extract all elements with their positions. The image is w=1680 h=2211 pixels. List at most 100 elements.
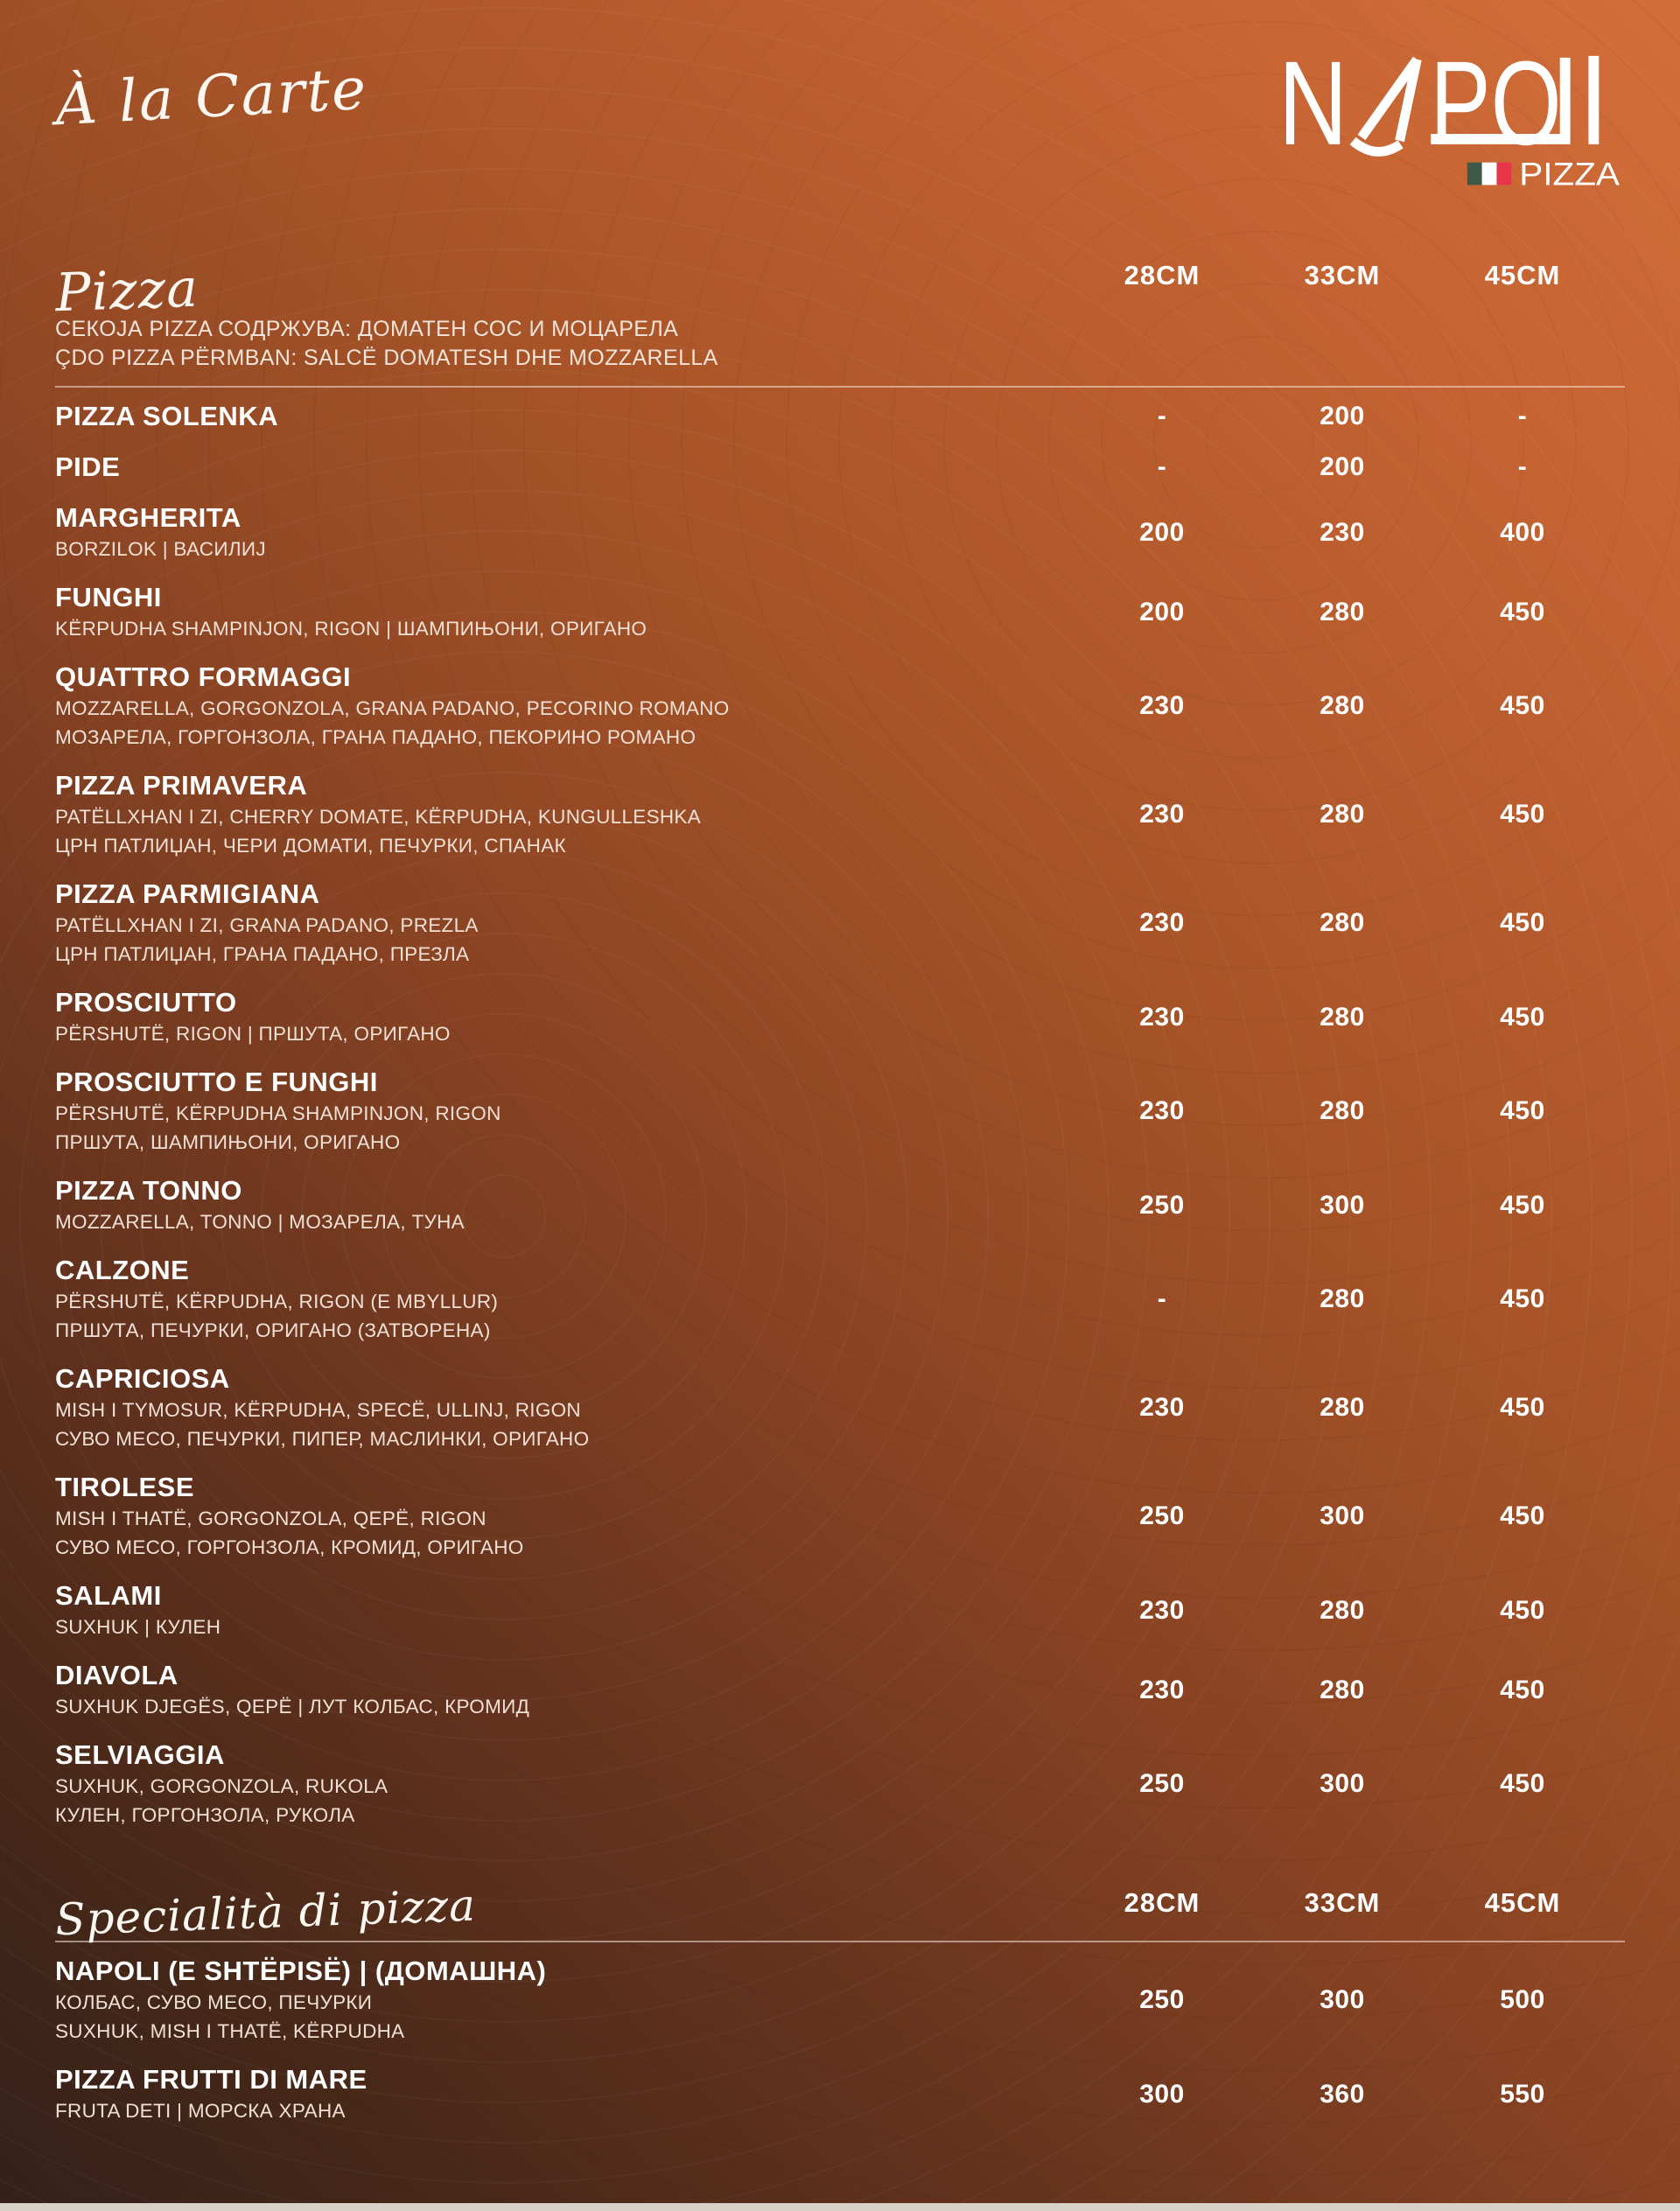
item-price-45cm: 450: [1500, 1675, 1545, 1704]
menu-item-row: PIZZA PRIMAVERA PATËLLXHAN I ZI, CHERRY …: [55, 760, 1625, 869]
menu-item-row: PIZZA TONNO MOZZARELLA, TONNO | МОЗАРЕЛА…: [55, 1165, 1625, 1245]
item-price-33cm: 280: [1320, 1002, 1365, 1032]
item-name: PIDE: [55, 451, 121, 482]
section-note-line: СЕКОЈА PIZZA СОДРЖУВА: ДОМАТЕН СОС И МОЦ…: [55, 317, 679, 341]
item-price-28cm: 230: [1139, 1595, 1185, 1625]
item-price-28cm: 200: [1139, 517, 1185, 547]
item-name: PROSCIUTTO: [55, 987, 237, 1018]
item-text-cell: SELVIAGGIA SUXHUK, GORGONZOLA, RUKOLA КУЛ…: [55, 1739, 1072, 1829]
menu-item-row: SELVIAGGIA SUXHUK, GORGONZOLA, RUKOLA КУЛ…: [55, 1730, 1625, 1838]
item-price-45cm: 450: [1500, 1769, 1545, 1798]
section-divider: [55, 386, 1625, 388]
item-name: PIZZA FRUTTI DI MARE: [55, 2064, 368, 2095]
item-description-line: PËRSHUTË, RIGON | ПРШУТА, ОРИГАНО: [55, 1023, 451, 1045]
item-text-cell: PROSCIUTTO E FUNGHI PËRSHUTË, KËRPUDHA S…: [55, 1067, 1072, 1156]
item-price-33cm: 280: [1320, 1096, 1365, 1125]
item-description-line: PËRSHUTË, KËRPUDHA SHAMPINJON, RIGON: [55, 1102, 501, 1124]
item-text-cell: TIROLESE MISH I THATË, GORGONZOLA, QEPË,…: [55, 1472, 1072, 1561]
size-column-header-28cm: 28CM: [1124, 260, 1200, 290]
item-text-cell: PIZZA TONNO MOZZARELLA, TONNO | МОЗАРЕЛА…: [55, 1175, 1072, 1235]
item-price-45cm: 450: [1500, 908, 1545, 937]
item-price-33cm: 300: [1320, 1769, 1365, 1798]
logo-letter-n: N: [1278, 49, 1348, 170]
item-description-line: MISH I THATË, GORGONZOLA, QEPË, RIGON: [55, 1508, 486, 1529]
item-price-28cm: 230: [1139, 908, 1185, 937]
item-text-cell: CAPRICIOSA MISH I TYMOSUR, KËRPUDHA, SPE…: [55, 1363, 1072, 1452]
size-column-header-33cm: 33CM: [1304, 1886, 1381, 1918]
item-text-cell: SALAMI SUXHUK | КУЛЕН: [55, 1580, 1072, 1641]
size-column-header-28cm: 28CM: [1124, 1886, 1200, 1918]
item-text-cell: FUNGHI KËRPUDHA SHAMPINJON, RIGON | ШАМП…: [55, 582, 1072, 642]
section-header: Pizza 28CM 33CM 45CM: [54, 247, 1625, 325]
item-price-45cm: 500: [1500, 1985, 1545, 2014]
item-price-45cm: 450: [1500, 1190, 1545, 1220]
item-price-33cm: 360: [1320, 2079, 1365, 2109]
item-price-33cm: 280: [1320, 800, 1365, 829]
item-description-line: MOZZARELLA, GORGONZOLA, GRANA PADANO, PE…: [55, 697, 730, 719]
item-text-cell: CALZONE PËRSHUTË, KËRPUDHA, RIGON (E MBY…: [55, 1255, 1072, 1344]
section-note-line: ÇDO PIZZA PËRMBAN: SALCË DOMATESH DHE MO…: [55, 345, 718, 370]
pizza-slice-icon: [1349, 56, 1422, 157]
item-text-cell: DIAVOLA SUXHUK DJEGËS, QEPË | ЛУТ КОЛБАС…: [55, 1660, 1072, 1720]
item-description-line: BORZILOK | ВАСИЛИЈ: [55, 538, 266, 560]
item-name: DIAVOLA: [55, 1660, 178, 1690]
item-description-line: SUXHUK | КУЛЕН: [55, 1616, 221, 1638]
menu-item-row: NAPOLI (E SHTËPISË) | (ДОМАШНА) КОЛБАС, …: [55, 1946, 1625, 2054]
item-text-cell: PIZZA PRIMAVERA PATËLLXHAN I ZI, CHERRY …: [55, 770, 1072, 859]
item-price-33cm: 300: [1320, 1190, 1365, 1220]
logo-letters-po: PO: [1430, 49, 1561, 170]
item-price-45cm: 450: [1500, 1501, 1545, 1530]
item-price-28cm: 230: [1139, 1096, 1185, 1125]
logo-letter-l: [1431, 57, 1571, 144]
menu-item-row: CALZONE PËRSHUTË, KËRPUDHA, RIGON (E MBY…: [55, 1245, 1625, 1354]
item-price-28cm: 250: [1139, 1190, 1185, 1220]
item-name: CAPRICIOSA: [55, 1363, 230, 1394]
menu-item-row: DIAVOLA SUXHUK DJEGËS, QEPË | ЛУТ КОЛБАС…: [55, 1650, 1625, 1730]
section-title-script: Pizza: [54, 257, 200, 325]
item-price-45cm: 450: [1500, 1002, 1545, 1032]
size-column-header-33cm: 33CM: [1304, 260, 1381, 290]
menu-item-row: TIROLESE MISH I THATË, GORGONZOLA, QEPË,…: [55, 1462, 1625, 1571]
item-text-cell: PIZZA PARMIGIANA PATËLLXHAN I ZI, GRANA …: [55, 878, 1072, 968]
item-price-33cm: 280: [1320, 1284, 1365, 1313]
item-price-33cm: 280: [1320, 597, 1365, 626]
item-description-line: PATËLLXHAN I ZI, CHERRY DOMATE, KËRPUDHA…: [55, 806, 702, 828]
page-header: À la Carte N PO PIZZA: [53, 0, 1625, 203]
menu-page: À la Carte N PO PIZZA: [53, 0, 1625, 2122]
item-price-28cm: -: [1157, 452, 1167, 481]
item-price-28cm: 250: [1139, 1985, 1185, 2014]
section-notes: СЕКОЈА PIZZA СОДРЖУВА: ДОМАТЕН СОС И МОЦ…: [55, 315, 1625, 372]
menu-item-row: QUATTRO FORMAGGI MOZZARELLA, GORGONZOLA,…: [55, 652, 1625, 760]
section-header: Specialità di pizza 28CM 33CM 45CM: [54, 1879, 1625, 1946]
item-price-28cm: 200: [1139, 597, 1185, 626]
menu-item-row: FUNGHI KËRPUDHA SHAMPINJON, RIGON | ШАМП…: [55, 572, 1625, 652]
menu-item-row: PROSCIUTTO E FUNGHI PËRSHUTË, KËRPUDHA S…: [55, 1057, 1625, 1165]
item-price-45cm: 550: [1500, 2079, 1545, 2109]
item-name: PROSCIUTTO E FUNGHI: [55, 1067, 378, 1097]
item-price-45cm: 450: [1500, 1096, 1545, 1125]
item-price-45cm: 450: [1500, 1393, 1545, 1422]
menu-item-row: MARGHERITA BORZILOK | ВАСИЛИЈ 200 230 40…: [55, 493, 1625, 572]
item-price-28cm: 230: [1139, 1675, 1185, 1704]
section-title-script: Specialità di pizza: [54, 1879, 477, 1946]
item-price-45cm: 450: [1500, 1284, 1545, 1313]
item-text-cell: QUATTRO FORMAGGI MOZZARELLA, GORGONZOLA,…: [55, 661, 1072, 751]
item-description-line: PËRSHUTË, KËRPUDHA, RIGON (E MBYLLUR): [55, 1291, 499, 1312]
item-price-28cm: 250: [1139, 1501, 1185, 1530]
item-name: PIZZA PRIMAVERA: [55, 770, 308, 801]
item-price-45cm: 450: [1500, 691, 1545, 720]
item-name: TIROLESE: [55, 1472, 195, 1502]
item-price-33cm: 300: [1320, 1985, 1365, 2014]
item-description-line: СУВО МЕСО, ПЕЧУРКИ, ПИПЕР, МАСЛИНКИ, ОРИ…: [55, 1428, 590, 1450]
menu-item-row: SALAMI SUXHUK | КУЛЕН 230 280 450: [55, 1571, 1625, 1650]
section-divider: [55, 1941, 1625, 1942]
item-description-line: PATËLLXHAN I ZI, GRANA PADANO, PREZLA: [55, 914, 479, 936]
item-description-line: FRUTA DETI | МОРСКА ХРАНА: [55, 2100, 346, 2122]
item-text-cell: PROSCIUTTO PËRSHUTË, RIGON | ПРШУТА, ОРИ…: [55, 987, 1072, 1047]
item-name: QUATTRO FORMAGGI: [55, 661, 352, 692]
napoli-pizza-logo: N PO PIZZA: [1278, 49, 1620, 192]
item-description-line: КОЛБАС, СУВО МЕСО, ПЕЧУРКИ: [55, 1991, 373, 2013]
item-price-33cm: 280: [1320, 1595, 1365, 1625]
item-name: PIZZA PARMIGIANA: [55, 878, 320, 909]
item-description-line: ЦРН ПАТЛИЏАН, ЧЕРИ ДОМАТИ, ПЕЧУРКИ, СПАН…: [55, 835, 566, 857]
